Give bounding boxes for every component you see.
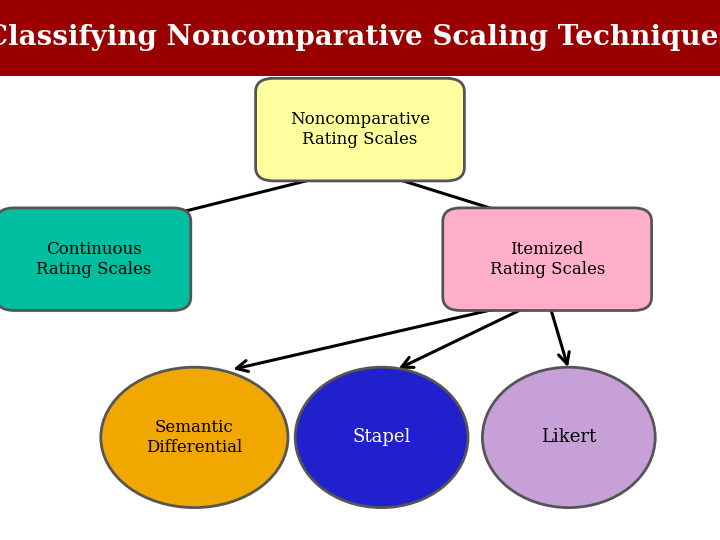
Text: Semantic
Differential: Semantic Differential: [146, 419, 243, 456]
Text: Likert: Likert: [541, 428, 596, 447]
FancyBboxPatch shape: [256, 78, 464, 181]
FancyBboxPatch shape: [443, 208, 652, 310]
Ellipse shape: [101, 367, 288, 508]
Ellipse shape: [482, 367, 655, 508]
Text: Continuous
Rating Scales: Continuous Rating Scales: [36, 241, 151, 278]
Text: Classifying Noncomparative Scaling Techniques: Classifying Noncomparative Scaling Techn…: [0, 24, 720, 51]
FancyBboxPatch shape: [0, 0, 720, 76]
Text: Itemized
Rating Scales: Itemized Rating Scales: [490, 241, 605, 278]
FancyBboxPatch shape: [0, 208, 191, 310]
Text: Stapel: Stapel: [352, 428, 411, 447]
Ellipse shape: [295, 367, 468, 508]
Text: Noncomparative
Rating Scales: Noncomparative Rating Scales: [290, 111, 430, 148]
